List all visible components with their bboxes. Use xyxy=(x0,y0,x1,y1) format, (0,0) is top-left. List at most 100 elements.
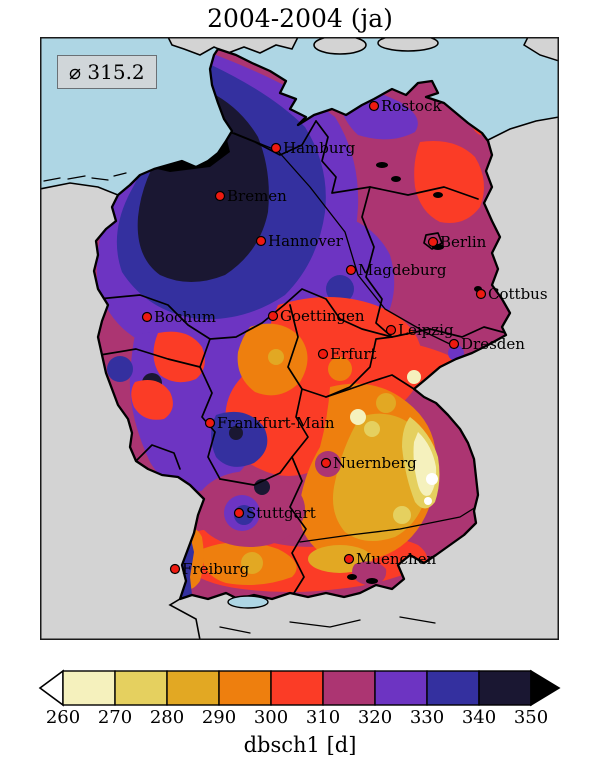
land-island xyxy=(313,37,367,55)
contour-navy-taunus xyxy=(229,426,243,440)
city-label: Stuttgart xyxy=(246,504,316,522)
city-label: Cottbus xyxy=(488,285,548,303)
contour-indigo-spot xyxy=(326,275,354,303)
map-frame: Rostock Hamburg Bremen Hannover Berlin Magdeb… xyxy=(40,37,559,640)
city-label: Rostock xyxy=(381,97,442,115)
city-label: Nuernberg xyxy=(333,454,417,472)
colorbar-segment xyxy=(426,670,480,706)
colorbar-segment xyxy=(218,670,272,706)
lake xyxy=(391,176,401,182)
colorbar-tick: 290 xyxy=(201,707,237,728)
lake xyxy=(347,574,357,580)
colorbar-segment xyxy=(114,670,168,706)
state-border xyxy=(315,120,479,200)
state-border xyxy=(339,318,507,338)
contour-yellow-spot xyxy=(393,506,411,524)
state-border xyxy=(99,348,201,368)
colorbar-tick: 330 xyxy=(409,707,445,728)
mean-value: ⌀ 315.2 xyxy=(69,60,145,84)
city-marker-cottbus xyxy=(475,288,487,300)
contour-orange-spot xyxy=(328,357,352,381)
land-denmark xyxy=(167,37,299,56)
city-marker-bochum xyxy=(141,311,153,323)
mean-value-box: ⌀ 315.2 xyxy=(57,55,157,89)
city-marker-berlin xyxy=(427,236,439,248)
coast-islands xyxy=(43,172,127,182)
city-label: Bochum xyxy=(154,308,216,326)
colorbar xyxy=(0,666,600,712)
city-label: Berlin xyxy=(440,233,487,251)
city-marker-hannover xyxy=(255,235,267,247)
colorbar-ticks: 260 270 280 290 300 310 320 330 340 350 xyxy=(0,707,600,731)
lake-constance xyxy=(227,595,269,609)
lake xyxy=(376,162,388,168)
city-marker-hamburg xyxy=(270,142,282,154)
colorbar-tick: 270 xyxy=(97,707,133,728)
germany-outline xyxy=(92,47,512,601)
land-corner-ne xyxy=(523,37,559,62)
city-marker-rostock xyxy=(368,100,380,112)
colorbar-tick: 280 xyxy=(149,707,185,728)
city-marker-stuttgart xyxy=(233,507,245,519)
river-elbe xyxy=(233,132,457,348)
city-label: Leipzig xyxy=(398,321,454,339)
contour-under-white xyxy=(426,473,438,485)
colorbar-segment xyxy=(270,670,324,706)
lake xyxy=(433,192,443,198)
colorbar-segment xyxy=(166,670,220,706)
city-marker-bremen xyxy=(214,190,226,202)
colorbar-label: dbsch1 [d] xyxy=(243,733,357,757)
colorbar-tick: 310 xyxy=(305,707,341,728)
colorbar-segment xyxy=(62,670,116,706)
contour-gold-spot xyxy=(241,552,263,574)
city-marker-leipzig xyxy=(385,324,397,336)
colorbar-tick: 260 xyxy=(45,707,81,728)
contour-under-white xyxy=(424,497,432,505)
state-border xyxy=(289,388,309,594)
city-marker-muenchen xyxy=(343,553,355,565)
contour-red-mosel xyxy=(131,379,173,420)
contour-red-saxony xyxy=(360,337,464,389)
river-danube xyxy=(299,506,477,543)
contour-indigo-frankfurt xyxy=(211,411,268,467)
contour-gold-spot xyxy=(268,349,284,365)
contour-mauve-se-munich xyxy=(352,561,387,586)
city-marker-goettingen xyxy=(267,310,279,322)
city-marker-nuernberg xyxy=(320,457,332,469)
city-label: Magdeburg xyxy=(358,261,447,279)
city-marker-freiburg xyxy=(169,563,181,575)
city-marker-erfurt xyxy=(317,348,329,360)
city-label: Muenchen xyxy=(356,550,436,568)
germany-map: Rostock Hamburg Bremen Hannover Berlin Magdeb… xyxy=(40,37,559,640)
colorbar-tick: 350 xyxy=(513,707,549,728)
colorbar-tick: 320 xyxy=(357,707,393,728)
city-label: Freiburg xyxy=(182,560,250,578)
state-border xyxy=(325,374,415,398)
colorbar-under-arrow xyxy=(38,669,64,707)
city-label: Erfurt xyxy=(330,345,377,363)
lake xyxy=(366,578,378,584)
contour-cream-spot xyxy=(407,370,421,384)
land-island xyxy=(377,37,439,52)
alpine-lines xyxy=(219,616,436,634)
colorbar-svg xyxy=(38,669,561,707)
state-border xyxy=(135,444,181,470)
state-border xyxy=(97,288,341,340)
city-label: Dresden xyxy=(461,335,525,353)
city-label: Hamburg xyxy=(283,139,356,157)
city-label: Bremen xyxy=(227,187,287,205)
city-label: Hannover xyxy=(268,232,344,250)
colorbar-tick: 300 xyxy=(253,707,289,728)
city-label: Goettingen xyxy=(280,307,365,325)
contour-cream-spot xyxy=(350,409,366,425)
colorbar-tick: 340 xyxy=(461,707,497,728)
contour-yellow-spot xyxy=(364,421,380,437)
contour-indigo-rhine-strip xyxy=(180,532,194,599)
colorbar-over-arrow xyxy=(530,669,561,707)
city-marker-magdeburg xyxy=(345,264,357,276)
colorbar-segment xyxy=(478,670,532,706)
figure-title: 2004-2004 (ja) xyxy=(207,4,393,33)
state-border xyxy=(219,456,293,486)
state-border xyxy=(361,186,393,338)
